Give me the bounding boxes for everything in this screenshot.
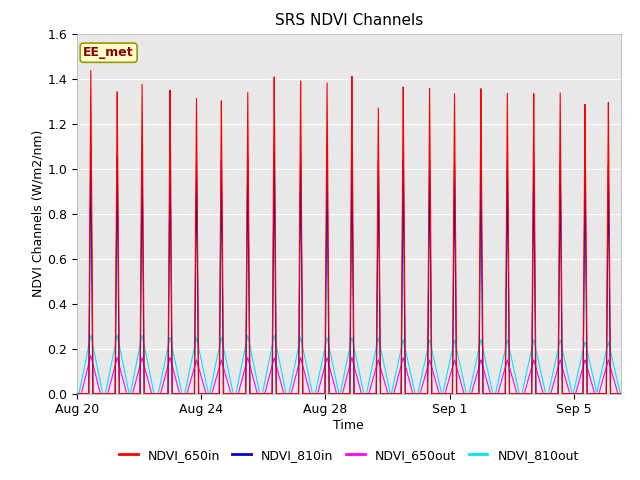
Y-axis label: NDVI Channels (W/m2/nm): NDVI Channels (W/m2/nm) (31, 130, 44, 297)
Title: SRS NDVI Channels: SRS NDVI Channels (275, 13, 423, 28)
Legend: NDVI_650in, NDVI_810in, NDVI_650out, NDVI_810out: NDVI_650in, NDVI_810in, NDVI_650out, NDV… (114, 444, 584, 467)
Text: EE_met: EE_met (83, 46, 134, 59)
X-axis label: Time: Time (333, 419, 364, 432)
